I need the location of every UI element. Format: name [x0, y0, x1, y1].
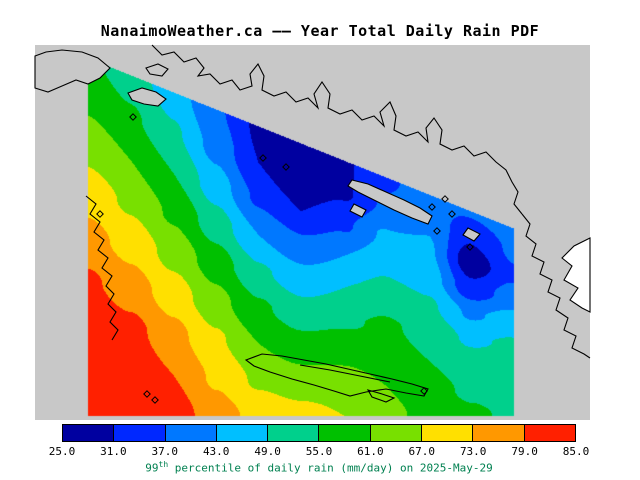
caption-prefix: 99	[145, 461, 159, 475]
caption-superscript: th	[158, 460, 169, 469]
colorbar-ticks: 25.0 31.0 37.0 43.0 49.0 55.0 61.0 67.0 73.0 79.0…	[49, 445, 590, 458]
colorbar-cell	[472, 425, 524, 441]
colorbar-cell	[421, 425, 473, 441]
colorbar-tick-label: 25.0	[48, 445, 76, 458]
colorbar-tick-label: 85.0	[562, 445, 590, 458]
colorbar-cell	[164, 425, 216, 441]
colorbar-cell	[369, 425, 422, 441]
colorbar-tick-label: 67.0	[408, 445, 436, 458]
colorbar-cell	[523, 425, 575, 441]
colorbar-tick-label: 49.0	[254, 445, 281, 458]
colorbar-tick-label: 43.0	[202, 445, 230, 458]
colorbar-tick-label: 73.0	[459, 445, 487, 458]
map-plot-area	[35, 45, 590, 420]
colorbar-cell	[267, 425, 319, 441]
colorbar	[62, 424, 576, 442]
caption-text: percentile of daily rain (mm/day) on 202…	[168, 461, 493, 475]
colorbar-tick-label: 61.0	[357, 445, 384, 458]
colorbar-tick-label: 37.0	[151, 445, 179, 458]
colorbar-tick-label: 79.0	[511, 445, 538, 458]
colorbar-cell	[318, 425, 370, 441]
colorbar-tick-label: 31.0	[100, 445, 127, 458]
colorbar-tick-label: 55.0	[305, 445, 333, 458]
chart-title: NanaimoWeather.ca —— Year Total Daily Ra…	[100, 22, 540, 40]
colorbar-cell	[215, 425, 268, 441]
contour-canvas	[35, 45, 590, 420]
caption: 99th percentile of daily rain (mm/day) o…	[62, 460, 576, 475]
colorbar-cell	[63, 425, 114, 441]
colorbar-cell	[113, 425, 165, 441]
